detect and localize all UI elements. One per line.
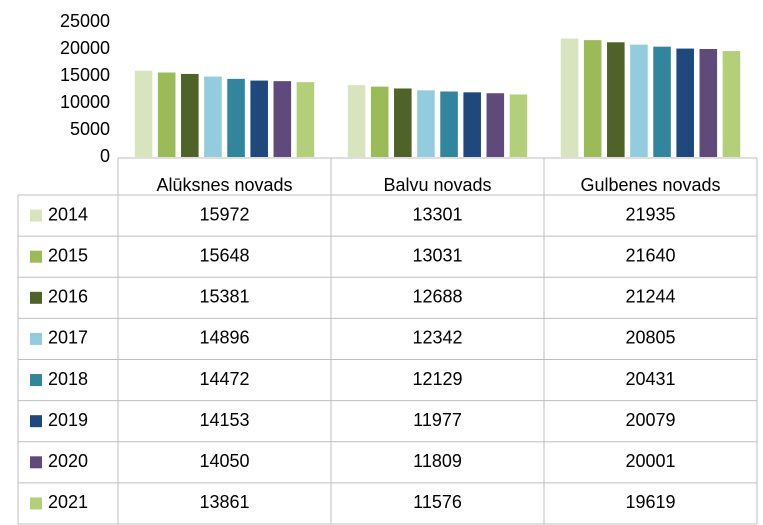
y-tick-label: 20000: [60, 38, 110, 58]
bar: [296, 82, 315, 157]
x-tick-label: Balvu novads: [383, 175, 491, 195]
table-value: 20805: [625, 328, 675, 348]
legend-label: 2021: [48, 492, 88, 512]
bar: [227, 78, 245, 157]
y-tick-label: 10000: [60, 92, 110, 112]
bar: [181, 73, 199, 157]
legend-swatch: [30, 250, 42, 263]
bar: [394, 88, 412, 157]
table-value: 14896: [199, 328, 249, 348]
table-value: 14050: [199, 451, 249, 471]
bar: [157, 72, 176, 157]
table-value: 11809: [413, 451, 462, 471]
x-tick-label: Gulbenes novads: [580, 175, 720, 195]
table-value: 12129: [412, 369, 462, 389]
bar: [486, 93, 505, 157]
legend-label: 2019: [48, 410, 88, 430]
y-tick-label: 5000: [70, 119, 110, 139]
legend-swatch: [30, 415, 42, 428]
y-tick-label: 25000: [60, 11, 110, 31]
bar: [560, 38, 579, 158]
table-value: 13031: [412, 245, 462, 265]
bar: [676, 48, 694, 158]
table-value: 19619: [625, 492, 675, 512]
legend-swatch: [30, 497, 42, 510]
table-value: 15648: [199, 245, 249, 265]
bar: [509, 94, 528, 157]
legend-label: 2017: [48, 328, 88, 348]
legend-swatch: [30, 209, 42, 222]
bar: [607, 42, 625, 158]
y-tick-label: 0: [100, 146, 110, 166]
table-value: 14472: [199, 369, 249, 389]
y-tick-label: 15000: [60, 65, 110, 85]
table-value: 13301: [412, 204, 462, 224]
table-value: 12342: [412, 328, 462, 348]
bar: [722, 51, 741, 157]
legend-label: 2015: [48, 245, 88, 265]
bar: [273, 81, 292, 157]
table-value: 21244: [625, 287, 675, 307]
bar: [347, 85, 366, 157]
table-value: 14153: [199, 410, 249, 430]
legend-swatch: [30, 291, 42, 304]
bar: [134, 70, 153, 157]
table-value: 20079: [625, 410, 675, 430]
legend-swatch: [30, 332, 42, 345]
table-value: 20431: [625, 369, 675, 389]
table-value: 13861: [199, 492, 249, 512]
legend-label: 2016: [48, 287, 88, 307]
bar: [417, 90, 435, 157]
table-value: 20001: [625, 451, 675, 471]
table-value: 21935: [625, 204, 675, 224]
table-value: 11977: [413, 410, 462, 430]
bar: [204, 76, 222, 157]
bar: [653, 46, 671, 157]
table-value: 21640: [625, 245, 675, 265]
legend-label: 2020: [48, 451, 88, 471]
bar: [463, 92, 481, 157]
table-value: 11576: [413, 492, 462, 512]
legend-label: 2014: [48, 204, 88, 224]
table-value: 15972: [199, 204, 249, 224]
table-value: 12688: [412, 287, 462, 307]
legend-swatch: [30, 456, 42, 469]
bar: [370, 86, 389, 157]
table-value: 15381: [199, 287, 249, 307]
bar: [250, 80, 268, 157]
bar: [630, 44, 648, 157]
bar: [583, 40, 602, 158]
x-tick-label: Alūksnes novads: [156, 175, 292, 195]
bar: [440, 91, 458, 157]
legend-label: 2018: [48, 369, 88, 389]
legend-swatch: [30, 374, 42, 387]
bar: [699, 48, 718, 157]
